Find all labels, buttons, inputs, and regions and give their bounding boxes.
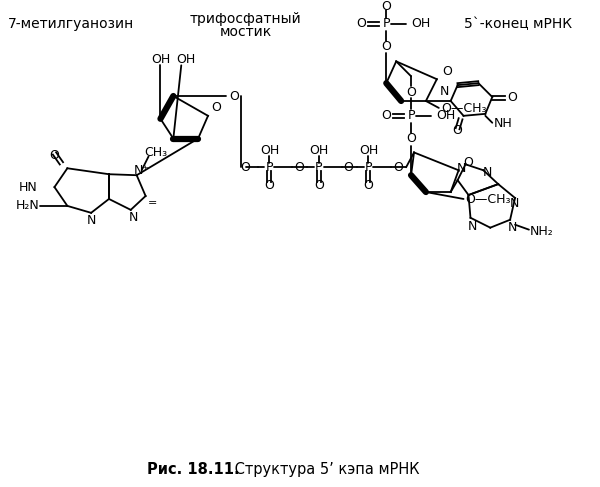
Text: NH₂: NH₂ (530, 225, 554, 238)
Text: O: O (314, 179, 324, 191)
Text: O: O (356, 17, 367, 30)
Text: N: N (86, 214, 96, 227)
Text: N: N (439, 85, 449, 97)
Text: O: O (382, 0, 391, 14)
Text: OH: OH (260, 144, 279, 157)
Text: O: O (229, 90, 239, 103)
Text: OH: OH (436, 109, 455, 122)
Text: O: O (211, 101, 221, 114)
Text: O—CH₃: O—CH₃ (441, 102, 486, 115)
Text: OH: OH (176, 53, 196, 66)
Text: N⁺: N⁺ (134, 164, 149, 177)
Text: O: O (464, 156, 473, 169)
Text: O—CH₃: O—CH₃ (466, 193, 511, 206)
Text: P: P (407, 109, 415, 122)
Text: CH₃: CH₃ (144, 146, 167, 159)
Text: N: N (129, 211, 139, 225)
Text: O: O (364, 179, 373, 191)
Text: O: O (507, 91, 517, 104)
Text: O: O (241, 161, 251, 174)
Text: NH: NH (493, 117, 512, 130)
Text: O: O (265, 179, 274, 191)
Text: P: P (383, 17, 390, 30)
Text: O: O (452, 124, 463, 137)
Text: =: = (148, 198, 157, 208)
Text: O: O (442, 65, 452, 78)
Text: P: P (315, 161, 323, 174)
Text: OH: OH (359, 144, 378, 157)
Text: O: O (382, 109, 391, 122)
Text: 7-метилгуанозин: 7-метилгуанозин (8, 17, 134, 31)
Text: HN: HN (19, 181, 38, 194)
Text: N: N (482, 166, 492, 179)
Text: O: O (50, 149, 59, 162)
Text: O: O (344, 161, 353, 174)
Text: N: N (508, 221, 517, 234)
Text: N: N (509, 197, 519, 210)
Text: O: O (406, 86, 416, 98)
Text: OH: OH (151, 53, 170, 66)
Text: N: N (468, 220, 477, 233)
Text: O: O (382, 40, 391, 53)
Text: P: P (365, 161, 372, 174)
Text: OH: OH (310, 144, 329, 157)
Text: P: P (266, 161, 273, 174)
Text: трифосфатный: трифосфатный (190, 12, 302, 26)
Text: Структура 5’ кэпа мРНК: Структура 5’ кэпа мРНК (230, 462, 419, 477)
Text: O: O (393, 161, 403, 174)
Text: O: O (406, 132, 416, 145)
Text: H₂N: H₂N (16, 199, 40, 212)
Text: мостик: мостик (220, 25, 272, 38)
Text: N: N (457, 162, 466, 175)
Text: O: O (294, 161, 304, 174)
Text: OH: OH (411, 17, 430, 30)
Text: 5`-конец мРНК: 5`-конец мРНК (464, 17, 572, 31)
Text: Рис. 18.11.: Рис. 18.11. (146, 462, 239, 477)
